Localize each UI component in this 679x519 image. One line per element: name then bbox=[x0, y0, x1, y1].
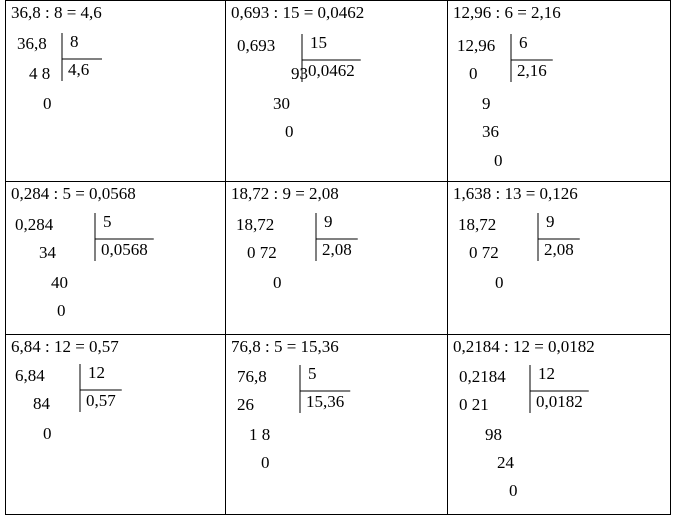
dividend: 76,8 bbox=[237, 367, 267, 386]
remainder-step: 0 bbox=[495, 273, 504, 292]
remainder-step: 0 bbox=[509, 481, 518, 500]
remainder-step: 0 bbox=[43, 424, 52, 443]
equation: 12,96 : 6 = 2,16 bbox=[453, 3, 561, 22]
remainder-step: 9 bbox=[482, 94, 491, 113]
dividend: 0,2184 bbox=[459, 367, 506, 386]
remainder-step: 0 bbox=[285, 122, 294, 141]
dividend: 18,72 bbox=[236, 215, 274, 234]
divisor: 5 bbox=[308, 364, 317, 383]
equation: 36,8 : 8 = 4,6 bbox=[11, 3, 102, 22]
divisor: 8 bbox=[70, 32, 79, 51]
dividend: 0,284 bbox=[15, 215, 54, 234]
remainder-step: 1 8 bbox=[249, 425, 270, 444]
divisor: 5 bbox=[103, 212, 112, 231]
equation: 0,284 : 5 = 0,0568 bbox=[11, 184, 136, 203]
equation: 0,2184 : 12 = 0,0182 bbox=[453, 337, 595, 356]
remainder-step: 0 bbox=[273, 273, 282, 292]
equation: 76,8 : 5 = 15,36 bbox=[231, 337, 339, 356]
quotient: 2,08 bbox=[544, 240, 574, 259]
remainder-step: 26 bbox=[237, 395, 254, 414]
remainder-step: 34 bbox=[39, 243, 57, 262]
quotient: 0,0182 bbox=[536, 392, 583, 411]
quotient: 0,57 bbox=[86, 391, 116, 410]
quotient: 4,6 bbox=[68, 60, 89, 79]
divisor: 9 bbox=[546, 212, 555, 231]
remainder-step: 30 bbox=[273, 94, 290, 113]
table-border bbox=[5, 0, 671, 515]
remainder-step: 0 bbox=[261, 453, 270, 472]
remainder-step: 4 8 bbox=[29, 64, 50, 83]
remainder-step: 98 bbox=[485, 425, 502, 444]
remainder-step: 36 bbox=[482, 122, 499, 141]
remainder-step: 0 72 bbox=[247, 243, 277, 262]
remainder-step: 0 bbox=[494, 151, 503, 170]
remainder-step: 0 bbox=[43, 94, 52, 113]
dividend: 12,96 bbox=[457, 36, 495, 55]
quotient: 2,16 bbox=[517, 61, 547, 80]
dividend: 6,84 bbox=[15, 366, 45, 385]
quotient: 2,08 bbox=[322, 240, 352, 259]
quotient: 0,0462 bbox=[308, 61, 355, 80]
equation: 18,72 : 9 = 2,08 bbox=[231, 184, 339, 203]
remainder-step: 84 bbox=[33, 394, 51, 413]
equation: 0,693 : 15 = 0,0462 bbox=[231, 3, 364, 22]
dividend: 18,72 bbox=[458, 215, 496, 234]
dividend: 36,8 bbox=[17, 34, 47, 53]
divisor: 15 bbox=[310, 33, 327, 52]
remainder-step: 0 72 bbox=[469, 243, 499, 262]
divisor: 12 bbox=[538, 364, 555, 383]
equation: 6,84 : 12 = 0,57 bbox=[11, 337, 119, 356]
remainder-step: 0 21 bbox=[459, 395, 489, 414]
equation: 1,638 : 13 = 0,126 bbox=[453, 184, 578, 203]
dividend: 0,693 bbox=[237, 36, 275, 55]
divisor: 6 bbox=[519, 33, 528, 52]
remainder-step: 40 bbox=[51, 273, 68, 292]
remainder-step: 24 bbox=[497, 453, 515, 472]
divisor: 12 bbox=[88, 363, 105, 382]
remainder-step: 0 bbox=[57, 301, 66, 320]
divisor: 9 bbox=[324, 212, 333, 231]
quotient: 15,36 bbox=[306, 392, 344, 411]
quotient: 0,0568 bbox=[101, 240, 148, 259]
remainder-step: 93 bbox=[291, 64, 308, 83]
remainder-step: 0 bbox=[469, 64, 478, 83]
